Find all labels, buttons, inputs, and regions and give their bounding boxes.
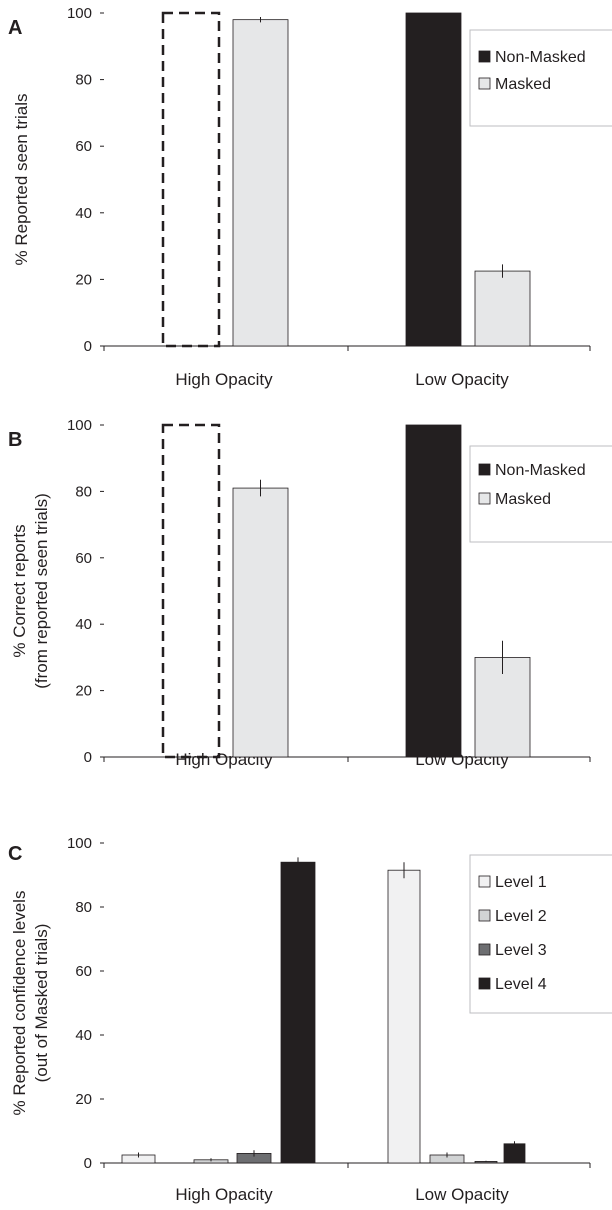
y-tick-label: 60 <box>75 963 92 980</box>
y-axis-label: % Reported confidence levels <box>10 891 29 1116</box>
legend-swatch <box>478 77 491 90</box>
y-tick-label: 40 <box>75 616 92 633</box>
bar <box>232 19 289 347</box>
y-tick-label: 0 <box>84 338 92 355</box>
legend-label: Level 3 <box>495 942 547 959</box>
y-tick-label: 80 <box>75 899 92 916</box>
x-category-label: High Opacity <box>175 370 273 389</box>
y-tick-label: 20 <box>75 271 92 288</box>
legend-label: Non-Masked <box>495 49 586 66</box>
legend-label: Level 4 <box>495 976 547 993</box>
y-tick-label: 0 <box>84 749 92 766</box>
bar <box>405 12 462 347</box>
panel-letter: A <box>8 17 22 39</box>
legend-label: Level 2 <box>495 908 547 925</box>
y-tick-label: 60 <box>75 138 92 155</box>
y-tick-label: 100 <box>67 835 92 852</box>
bar <box>232 487 289 758</box>
dashed-placeholder-bar <box>161 11 221 348</box>
chart-panel-c: C 0 20 40 60 80 100 High Opacity Low Opacity % Re… <box>8 835 612 1204</box>
y-tick-label: 20 <box>75 683 92 700</box>
y-tick-label: 100 <box>67 5 92 22</box>
legend-label: Masked <box>495 491 551 508</box>
bar <box>405 424 462 758</box>
y-axis-label: (out of Masked trials) <box>32 924 51 1083</box>
y-tick-label: 0 <box>84 1155 92 1172</box>
panel-letter: B <box>8 429 22 451</box>
legend-swatch <box>478 977 491 990</box>
x-category-label: Low Opacity <box>415 370 509 389</box>
legend-label: Level 1 <box>495 874 547 891</box>
bar <box>503 1143 526 1164</box>
bar <box>474 270 531 347</box>
legend-swatch <box>478 943 491 956</box>
legend-box <box>469 445 612 543</box>
panel-letter: C <box>8 843 22 865</box>
x-category-label: Low Opacity <box>415 1185 509 1204</box>
y-axis-label: % Reported seen trials <box>12 94 31 266</box>
legend-label: Non-Masked <box>495 462 586 479</box>
y-tick-label: 20 <box>75 1091 92 1108</box>
y-tick-label: 80 <box>75 483 92 500</box>
y-tick-label: 40 <box>75 205 92 222</box>
legend-swatch <box>478 463 491 476</box>
chart-panel-a: A 0 20 40 60 80 100 High Opacity Low Opacity % Re… <box>8 5 612 389</box>
legend-swatch <box>478 909 491 922</box>
bar <box>280 861 316 1164</box>
y-tick-label: 60 <box>75 550 92 567</box>
legend-box <box>469 29 612 127</box>
y-axis-label: (from reported seen trials) <box>32 493 51 689</box>
legend-box <box>469 854 612 1014</box>
y-tick-label: 80 <box>75 72 92 89</box>
dashed-placeholder-bar <box>161 423 221 759</box>
legend-swatch <box>478 492 491 505</box>
y-axis-label: % Correct reports <box>10 524 29 657</box>
x-category-label: High Opacity <box>175 1185 273 1204</box>
legend-swatch <box>478 875 491 888</box>
y-tick-label: 100 <box>67 417 92 434</box>
legend-label: Masked <box>495 76 551 93</box>
legend-swatch <box>478 50 491 63</box>
y-tick-label: 40 <box>75 1027 92 1044</box>
bar <box>387 869 421 1164</box>
